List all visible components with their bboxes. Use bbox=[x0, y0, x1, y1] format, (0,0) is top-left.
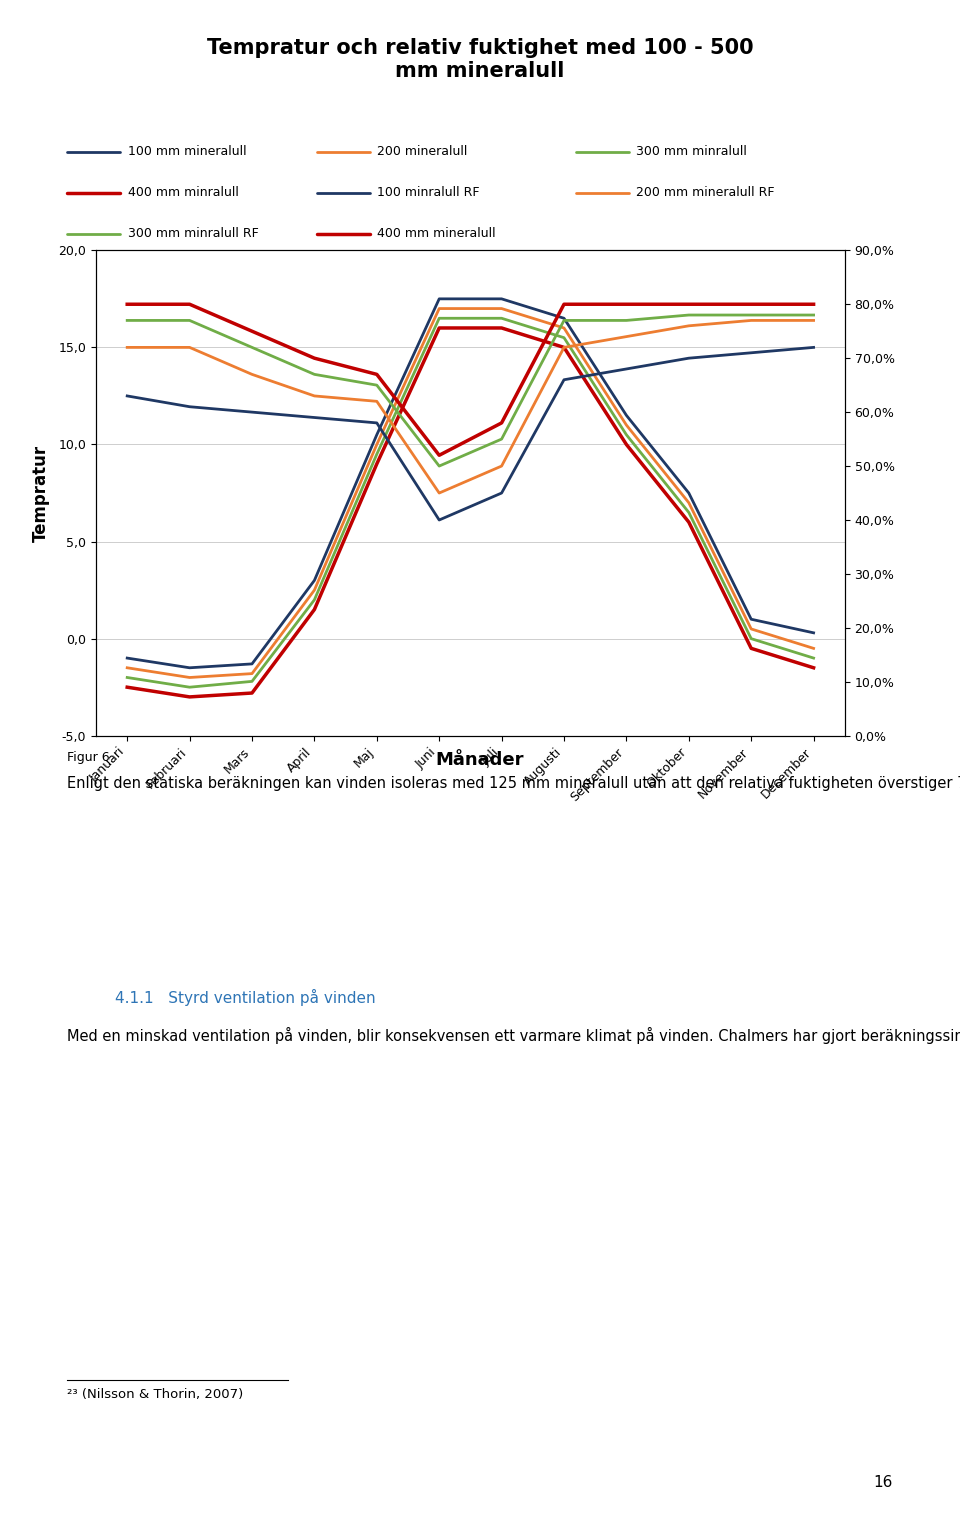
Text: ²³ (Nilsson & Thorin, 2007): ²³ (Nilsson & Thorin, 2007) bbox=[67, 1388, 244, 1402]
Text: Enligt den statiska beräkningen kan vinden isoleras med 125 mm mineralull utan a: Enligt den statiska beräkningen kan vind… bbox=[67, 774, 960, 790]
Text: Tempratur och relativ fuktighet med 100 - 500
mm mineralull: Tempratur och relativ fuktighet med 100 … bbox=[206, 38, 754, 80]
Text: 200 mm mineralull RF: 200 mm mineralull RF bbox=[636, 187, 775, 199]
Text: 4.1.1   Styrd ventilation på vinden: 4.1.1 Styrd ventilation på vinden bbox=[115, 989, 375, 1006]
Text: Månader: Månader bbox=[436, 751, 524, 769]
Y-axis label: Tempratur: Tempratur bbox=[32, 444, 50, 542]
Text: Figur 6: Figur 6 bbox=[67, 751, 109, 765]
Text: 400 mm minralull: 400 mm minralull bbox=[128, 187, 238, 199]
Text: 300 mm minralull RF: 300 mm minralull RF bbox=[128, 228, 258, 240]
Text: 300 mm minralull: 300 mm minralull bbox=[636, 146, 747, 158]
Text: 400 mm mineralull: 400 mm mineralull bbox=[377, 228, 496, 240]
Text: 200 mineralull: 200 mineralull bbox=[377, 146, 468, 158]
Text: 100 minralull RF: 100 minralull RF bbox=[377, 187, 480, 199]
Text: Med en minskad ventilation på vinden, blir konsekvensen ett varmare klimat på vi: Med en minskad ventilation på vinden, bl… bbox=[67, 1027, 960, 1044]
Text: 100 mm mineralull: 100 mm mineralull bbox=[128, 146, 247, 158]
Text: 16: 16 bbox=[874, 1475, 893, 1490]
